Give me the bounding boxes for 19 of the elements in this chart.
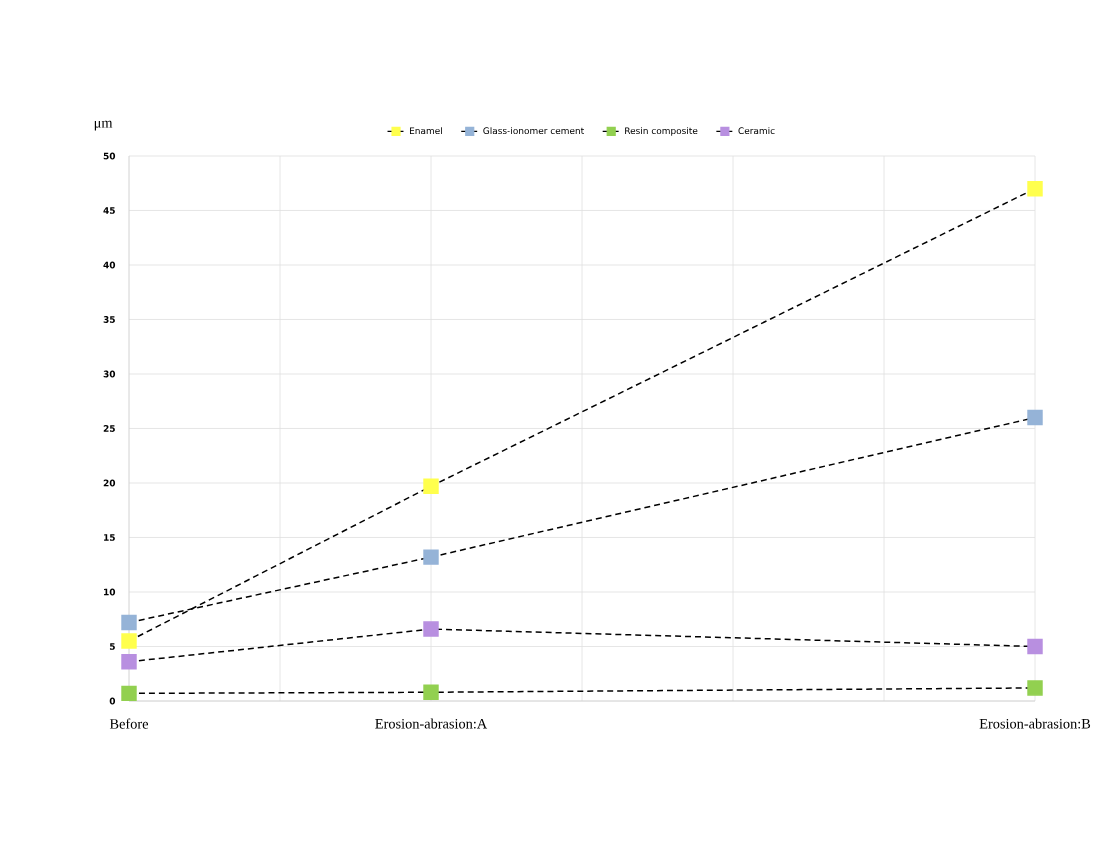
y-tick-label: 0 [109,697,116,705]
x-tick-label: Erosion-abrasion:A [375,718,488,729]
y-tick-label: 40 [103,261,116,269]
y-axis-title: μm [94,120,113,131]
legend-label: Glass-ionomer cement [483,127,584,135]
x-tick-label: Erosion-abrasion:B [979,718,1091,729]
y-tick-label: 20 [103,479,116,487]
legend-label: Enamel [409,127,442,135]
legend-label: Resin composite [625,127,698,136]
y-tick-label: 15 [104,534,115,541]
y-tick-label: 25 [103,425,115,432]
legend-label: Ceramic [738,127,775,135]
y-tick-label: 10 [104,588,116,596]
x-tick-label: Before [109,718,149,729]
y-tick-label: 35 [103,316,115,323]
y-tick-label: 50 [103,152,116,160]
y-tick-label: 30 [103,370,116,378]
y-tick-label: 5 [109,643,115,650]
y-tick-label: 45 [103,207,115,214]
